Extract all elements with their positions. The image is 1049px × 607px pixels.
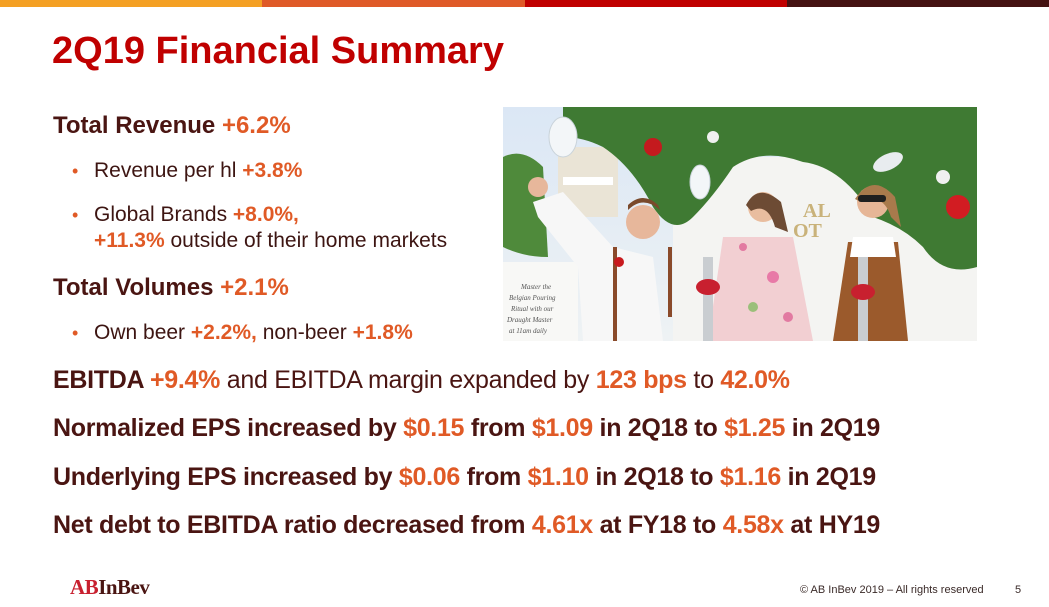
total-revenue-value: +6.2% xyxy=(221,112,291,139)
net-debt-end-text: at HY19 xyxy=(790,511,881,539)
bullet-value-2: +11.3% xyxy=(94,229,165,252)
bullet-text: Global Brands xyxy=(94,203,228,226)
bullet-text-2: non-beer xyxy=(262,321,347,344)
normalized-eps-to: $1.25 xyxy=(724,414,786,442)
net-debt-mid-text: at FY18 to xyxy=(599,511,717,539)
color-bar-red-orange xyxy=(262,0,525,7)
color-bar-dark-brown xyxy=(786,0,1049,7)
total-volumes-label: Total Volumes xyxy=(53,274,214,301)
svg-text:at 11am daily: at 11am daily xyxy=(509,327,548,335)
total-volumes-value: +2.1% xyxy=(220,274,289,301)
underlying-eps-line: Underlying EPS increased by $0.06 from $… xyxy=(53,463,876,492)
bullet-text-2: outside of their home markets xyxy=(170,229,448,252)
total-volumes-heading: Total Volumes +2.1% xyxy=(53,274,289,302)
normalized-eps-line: Normalized EPS increased by $0.15 from $… xyxy=(53,414,880,443)
underlying-eps-period-text: in 2Q18 to xyxy=(595,463,714,491)
underlying-eps-to: $1.16 xyxy=(719,463,781,491)
page-number: 5 xyxy=(1015,584,1022,596)
net-debt-text: Net debt to EBITDA ratio decreased from xyxy=(53,511,526,539)
photo-illustration: AL OT Master the Belgian Pouring Ritual … xyxy=(503,107,977,341)
total-revenue-label: Total Revenue xyxy=(53,112,216,139)
svg-text:Ritual with our: Ritual with our xyxy=(510,305,554,313)
underlying-eps-text: Underlying EPS increased by xyxy=(53,463,393,491)
ebitda-margin: 42.0% xyxy=(720,366,790,394)
bullet-dot-icon: • xyxy=(72,161,79,181)
page-title: 2Q19 Financial Summary xyxy=(52,30,504,72)
net-debt-line: Net debt to EBITDA ratio decreased from … xyxy=(53,511,880,540)
total-revenue-heading: Total Revenue +6.2% xyxy=(53,112,291,140)
ebitda-line: EBITDA +9.4% and EBITDA margin expanded … xyxy=(53,366,790,395)
copyright-text: © AB InBev 2019 – All rights reserved xyxy=(800,584,984,596)
svg-text:Belgian Pouring: Belgian Pouring xyxy=(509,294,556,302)
logo-inbev: InBev xyxy=(98,575,150,599)
bullet-dot-icon: • xyxy=(72,323,79,343)
svg-text:OT: OT xyxy=(793,220,823,242)
top-color-bar xyxy=(0,0,1049,7)
bullet-text: Revenue per hl xyxy=(94,159,237,182)
net-debt-to: 4.58x xyxy=(722,511,784,539)
bullet-value: +3.8% xyxy=(242,159,303,182)
underlying-eps-period-end: in 2Q19 xyxy=(787,463,877,491)
abinbev-logo: ABInBev xyxy=(70,575,150,600)
bullet-value: +2.2%, xyxy=(190,321,257,344)
ebitda-label: EBITDA xyxy=(53,366,144,394)
normalized-eps-period-end: in 2Q19 xyxy=(791,414,881,442)
underlying-eps-from: $1.10 xyxy=(527,463,589,491)
bullet-value-2: +1.8% xyxy=(352,321,413,344)
color-bar-red xyxy=(524,0,787,7)
ebitda-text: and EBITDA margin expanded by xyxy=(226,366,590,394)
svg-text:Master the: Master the xyxy=(520,283,551,291)
normalized-eps-from-text: from xyxy=(470,414,526,442)
svg-text:Draught Master: Draught Master xyxy=(506,316,553,324)
event-photo: AL OT Master the Belgian Pouring Ritual … xyxy=(503,107,977,341)
normalized-eps-period-text: in 2Q18 to xyxy=(599,414,718,442)
underlying-eps-delta: $0.06 xyxy=(398,463,460,491)
normalized-eps-delta: $0.15 xyxy=(403,414,465,442)
ebitda-growth: +9.4% xyxy=(149,366,221,394)
bullet-text: Own beer xyxy=(94,321,186,344)
underlying-eps-from-text: from xyxy=(466,463,522,491)
svg-text:AL: AL xyxy=(803,200,831,222)
normalized-eps-from: $1.09 xyxy=(531,414,593,442)
ebitda-bps: 123 bps xyxy=(595,366,687,394)
bullet-dot-icon: • xyxy=(72,205,79,225)
logo-ab: AB xyxy=(70,575,99,599)
color-bar-orange xyxy=(0,0,263,7)
bullet-value: +8.0%, xyxy=(232,203,299,226)
normalized-eps-text: Normalized EPS increased by xyxy=(53,414,397,442)
ebitda-text-to: to xyxy=(693,366,714,394)
net-debt-from: 4.61x xyxy=(531,511,593,539)
